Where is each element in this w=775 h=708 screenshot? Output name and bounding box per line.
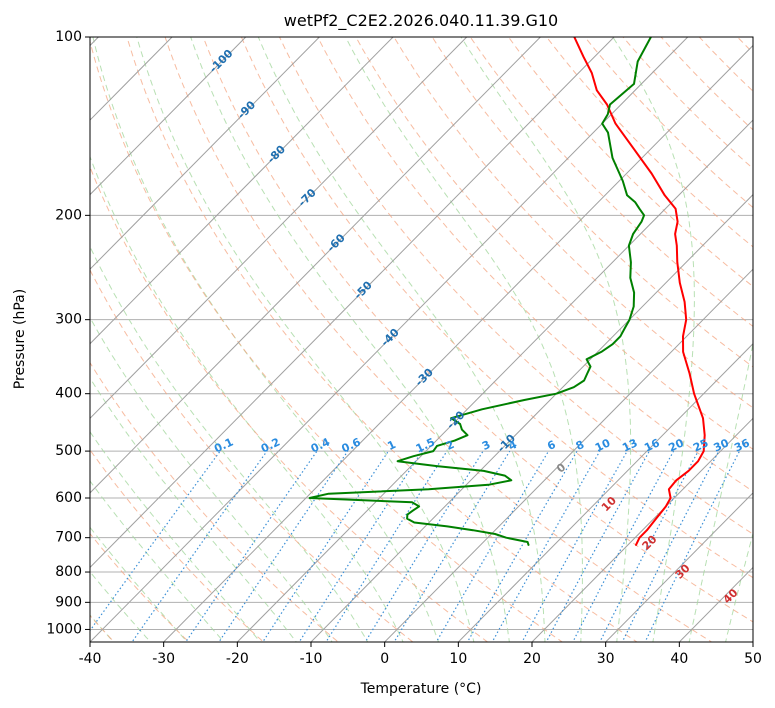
axis-ticks: -40 -30 -20 -10 0 10 20 30 40 50 100 200 300 400 500 60… — [46, 29, 762, 667]
mixing-ratio-label: 20 — [667, 436, 687, 454]
mixing-ratio-label: 36 — [732, 436, 752, 454]
isotherm-line — [90, 37, 394, 345]
moist-adiabat-line — [90, 480, 225, 642]
mixing-ratio-line — [262, 450, 389, 642]
isotherm-line — [90, 37, 320, 270]
x-tick-label: 40 — [670, 651, 688, 667]
mixing-ratio-line — [90, 450, 221, 632]
mixing-ratio-line — [131, 450, 268, 642]
isotherm-line — [236, 119, 753, 642]
mixing-ratio-label: 25 — [691, 436, 710, 454]
moist-adiabat-line — [345, 37, 583, 642]
dry-adiabat-line — [90, 532, 190, 642]
chart-title: wetPf2_C2E2.2026.040.11.39.G10 — [284, 11, 558, 31]
dewpoint-profile-line — [308, 37, 652, 546]
dry-adiabat-line — [164, 37, 713, 642]
y-tick-label: 200 — [55, 207, 82, 223]
y-tick-label: 100 — [55, 29, 82, 45]
mixing-ratio-line — [435, 450, 550, 642]
mixing-ratio-label: 30 — [712, 436, 732, 454]
x-tick-label: -30 — [152, 651, 175, 667]
mixing-ratio-line — [572, 450, 675, 642]
dry-adiabat-line — [431, 37, 753, 368]
dry-adiabat-line — [90, 448, 265, 642]
plot-frame — [89, 36, 754, 643]
mixing-ratio-label: 10 — [593, 436, 613, 454]
mixing-ratio-label: 13 — [620, 436, 639, 454]
mixing-ratio-label: 16 — [642, 436, 662, 454]
isotherm-line — [90, 37, 689, 642]
moist-adiabat-line — [612, 37, 695, 642]
isotherm-line — [457, 343, 753, 642]
moist-adiabat-line — [90, 430, 261, 642]
moist-adiabat-line — [688, 341, 753, 642]
isotherm-line — [90, 37, 615, 569]
y-tick-label: 900 — [55, 594, 82, 610]
y-tick-label: 400 — [55, 386, 82, 402]
x-axis-label: Temperature (°C) — [360, 681, 482, 697]
isotherm-line — [90, 37, 247, 196]
dry-adiabat-line — [90, 39, 564, 642]
mixing-ratio-line — [325, 450, 448, 642]
dry-adiabat-line — [126, 37, 638, 642]
x-tick-label: 0 — [380, 651, 389, 667]
y-tick-label: 1000 — [46, 621, 82, 637]
dry-adiabat-line — [240, 37, 753, 579]
moist-adiabat-line — [190, 37, 510, 642]
isotherm-line — [90, 37, 541, 494]
dry-adiabat-line — [202, 37, 753, 623]
x-tick-label: 30 — [597, 651, 615, 667]
y-tick-label: 500 — [55, 443, 82, 459]
y-tick-label: 600 — [55, 490, 82, 506]
mixing-ratio-line — [521, 450, 628, 642]
mixing-ratio-line — [545, 450, 650, 642]
temperature-profile-line — [573, 37, 706, 546]
dry-adiabat-line — [507, 37, 753, 288]
dry-adiabat-line — [90, 268, 414, 642]
dry-adiabat-line — [90, 361, 340, 642]
x-tick-label: 50 — [744, 651, 762, 667]
isotherm-line — [531, 417, 753, 642]
x-tick-label: 10 — [449, 651, 467, 667]
isotherm-line — [163, 44, 753, 642]
y-axis-label: Pressure (hPa) — [12, 289, 28, 389]
dry-adiabat-line — [469, 37, 753, 328]
moist-adiabat-line — [257, 37, 546, 642]
moist-adiabat-line — [90, 377, 297, 642]
moist-adiabat-line — [460, 37, 632, 642]
isotherm-line — [605, 492, 753, 642]
moist-adiabat-line — [90, 316, 333, 642]
x-tick-label: -10 — [300, 651, 323, 667]
isotherm-line — [310, 193, 753, 642]
moist-adiabat-line — [90, 245, 369, 642]
y-tick-label: 300 — [55, 312, 82, 328]
mixing-ratio-line — [393, 450, 511, 642]
dry-adiabat-line — [90, 165, 489, 642]
mixing-ratio-line — [185, 450, 318, 642]
moist-adiabat-line — [136, 37, 475, 642]
mixing-ratio-line — [466, 450, 578, 642]
moist-adiabat-line — [92, 37, 440, 642]
mixing-ratio-line — [298, 450, 423, 642]
x-tick-label: 20 — [523, 651, 541, 667]
y-tick-label: 700 — [55, 530, 82, 546]
moist-adiabat-line — [725, 531, 753, 642]
series-lines — [308, 37, 706, 546]
isotherm-line — [90, 37, 468, 420]
x-tick-label: -20 — [226, 651, 249, 667]
x-tick-label: -40 — [79, 651, 102, 667]
mixing-ratio-line — [364, 450, 484, 642]
y-tick-label: 800 — [55, 564, 82, 580]
